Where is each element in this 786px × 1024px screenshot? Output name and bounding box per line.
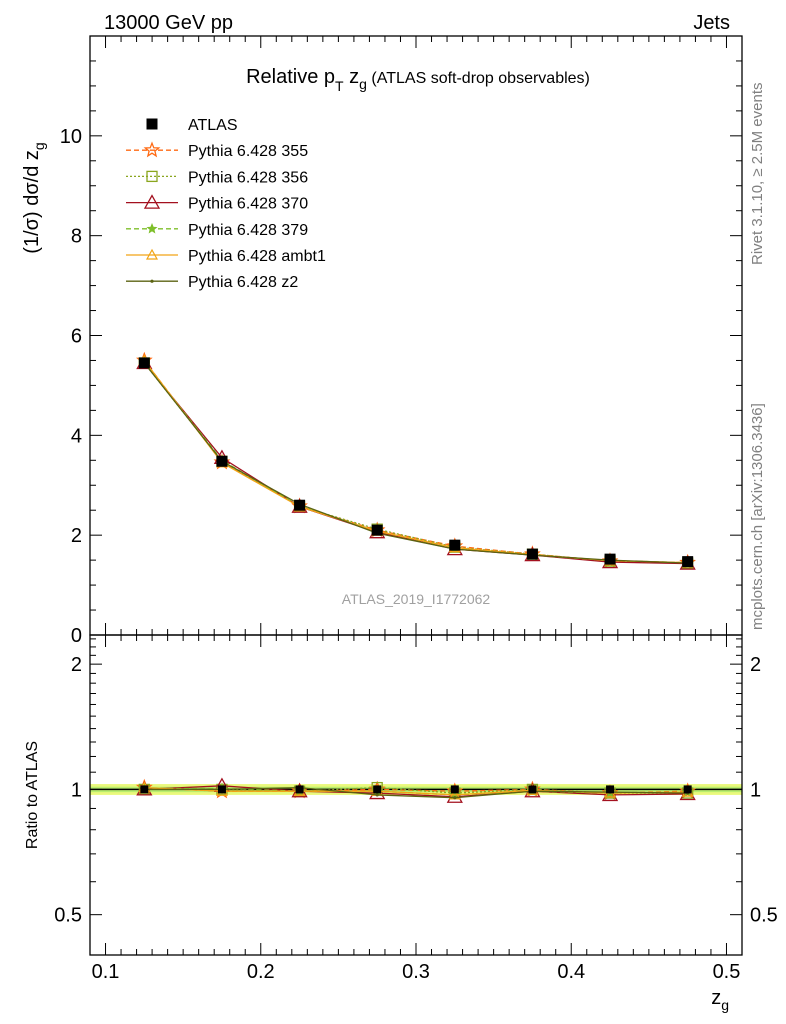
legend-label-pythia-6-428-379: Pythia 6.428 379 (188, 222, 308, 239)
x-axis-label: zg (711, 987, 729, 1013)
ratio-point-pythia-6-428-z2-4 (453, 796, 457, 800)
plot-title: Relative pT zg (ATLAS soft-drop observab… (246, 66, 590, 94)
ratio-series-atlas (140, 785, 692, 794)
point-atlas-7 (682, 556, 694, 568)
ratio-y-tick-right-2: 2 (750, 654, 761, 676)
ratio-y-tick-left-2: 2 (71, 654, 82, 676)
point-atlas-6 (604, 553, 616, 565)
ratio-y-tick-left-0.5: 0.5 (54, 905, 82, 927)
main-ylabel: (1/σ) dσ/d zg (21, 142, 47, 253)
ratio-line-pythia-6-428-370 (144, 785, 688, 798)
legend-marker-pythia-6-428-355 (143, 141, 161, 158)
x-tick-0.1: 0.1 (92, 961, 120, 983)
point-atlas-1 (216, 455, 228, 467)
svg-text:(1/σ) dσ/d zg: (1/σ) dσ/d zg (21, 142, 47, 253)
plot-title-suffix: (ATLAS soft-drop observables) (367, 70, 590, 87)
legend-item-pythia-6-428-370: Pythia 6.428 370 (126, 194, 308, 213)
plot-title-prefix: Relative p (246, 66, 335, 88)
main-ylabel-sub: g (31, 142, 47, 150)
ratio-panel: 0.1 0.2 0.3 0.4 0.5 0.5 0.5 1 1 2 2 (54, 36, 778, 983)
main-panel: 0 2 4 6 8 10 (60, 35, 743, 647)
legend-label-pythia-6-428-z2: Pythia 6.428 z2 (188, 274, 298, 291)
main-y-axis: 0 2 4 6 8 10 (60, 35, 742, 647)
ratio-y-axis: 0.5 0.5 1 1 2 2 (54, 638, 778, 956)
analysis-id: ATLAS_2019_I1772062 (342, 591, 491, 607)
point-atlas-2 (294, 499, 306, 511)
legend-marker-pythia-6-428-370 (143, 194, 161, 209)
legend-item-pythia-6-428-z2: Pythia 6.428 z2 (126, 274, 298, 291)
ratio-point-pythia-6-428-z2-3 (375, 793, 379, 797)
main-y-tick-0: 0 (71, 625, 82, 647)
x-tick-0.2: 0.2 (247, 961, 275, 983)
rivet-info: Rivet 3.1.10, ≥ 2.5M events (749, 83, 766, 266)
legend-marker-pythia-6-428-z2 (150, 279, 154, 283)
legend-item-pythia-6-428-356: Pythia 6.428 356 (126, 169, 308, 186)
ratio-point-atlas-7 (683, 785, 692, 794)
legend-item-pythia-6-428-ambt1: Pythia 6.428 ambt1 (126, 248, 326, 265)
x-axis-label-sub: g (721, 997, 729, 1013)
point-atlas-5 (526, 548, 538, 560)
ratio-y-tick-right-1: 1 (750, 779, 761, 801)
ratio-point-atlas-6 (606, 785, 615, 794)
plot-title-sub-g: g (359, 76, 367, 92)
legend-item-pythia-6-428-379: Pythia 6.428 379 (126, 222, 308, 239)
ratio-point-atlas-0 (140, 785, 149, 794)
ratio-point-atlas-3 (373, 785, 382, 794)
main-y-tick-10: 10 (60, 126, 82, 148)
point-atlas-4 (449, 539, 461, 551)
plot-title-z: z (344, 66, 360, 88)
main-y-tick-6: 6 (71, 326, 82, 348)
series-atlas (138, 357, 694, 568)
legend-marker-pythia-6-428-379 (146, 223, 158, 234)
plot-title-sub-t: T (335, 78, 344, 94)
legend-label-pythia-6-428-370: Pythia 6.428 370 (188, 196, 308, 213)
x-tick-0.5: 0.5 (713, 961, 741, 983)
point-atlas-3 (371, 524, 383, 536)
x-tick-0.4: 0.4 (557, 961, 585, 983)
ratio-point-atlas-2 (295, 785, 304, 794)
ratio-line-pythia-6-428-z2 (144, 786, 688, 799)
legend-label-pythia-6-428-355: Pythia 6.428 355 (188, 143, 308, 160)
collision-energy-label: 13000 GeV pp (104, 12, 233, 34)
main-y-tick-8: 8 (71, 226, 82, 248)
legend-label-pythia-6-428-ambt1: Pythia 6.428 ambt1 (188, 248, 326, 265)
ratio-point-atlas-4 (450, 785, 459, 794)
legend-marker-pythia-6-428-ambt1 (145, 248, 159, 260)
process-label: Jets (693, 12, 730, 34)
legend-label-pythia-6-428-356: Pythia 6.428 356 (188, 169, 308, 186)
legend-item-pythia-6-428-355: Pythia 6.428 355 (126, 141, 308, 160)
legend: ATLAS Pythia 6.428 355 Pythia 6.428 356 Pyt… (126, 117, 326, 291)
mcplots-credit: mcplots.cern.ch [arXiv:1306.3436] (749, 403, 766, 630)
ratio-ylabel: Ratio to ATLAS (24, 741, 41, 849)
x-axis-label-text: z (711, 987, 721, 1009)
ratio-line-pythia-6-428-ambt1 (144, 786, 688, 796)
ratio-y-tick-right-0.5: 0.5 (750, 905, 778, 927)
x-tick-0.3: 0.3 (402, 961, 430, 983)
legend-marker-pythia-6-428-356 (146, 170, 158, 183)
ratio-y-tick-left-1: 1 (71, 779, 82, 801)
main-y-tick-4: 4 (71, 425, 82, 447)
ratio-point-atlas-5 (528, 785, 537, 794)
legend-label-atlas: ATLAS (188, 117, 238, 134)
point-atlas-0 (138, 357, 150, 369)
x-axis: 0.1 0.2 0.3 0.4 0.5 (89, 36, 743, 983)
line-pythia-6-428-z2 (143, 362, 688, 564)
legend-item-atlas: ATLAS (146, 117, 238, 134)
main-ylabel-text: (1/σ) dσ/d z (21, 150, 43, 254)
ratio-point-atlas-1 (217, 785, 226, 794)
main-y-tick-2: 2 (71, 525, 82, 547)
legend-marker-atlas (146, 118, 158, 130)
